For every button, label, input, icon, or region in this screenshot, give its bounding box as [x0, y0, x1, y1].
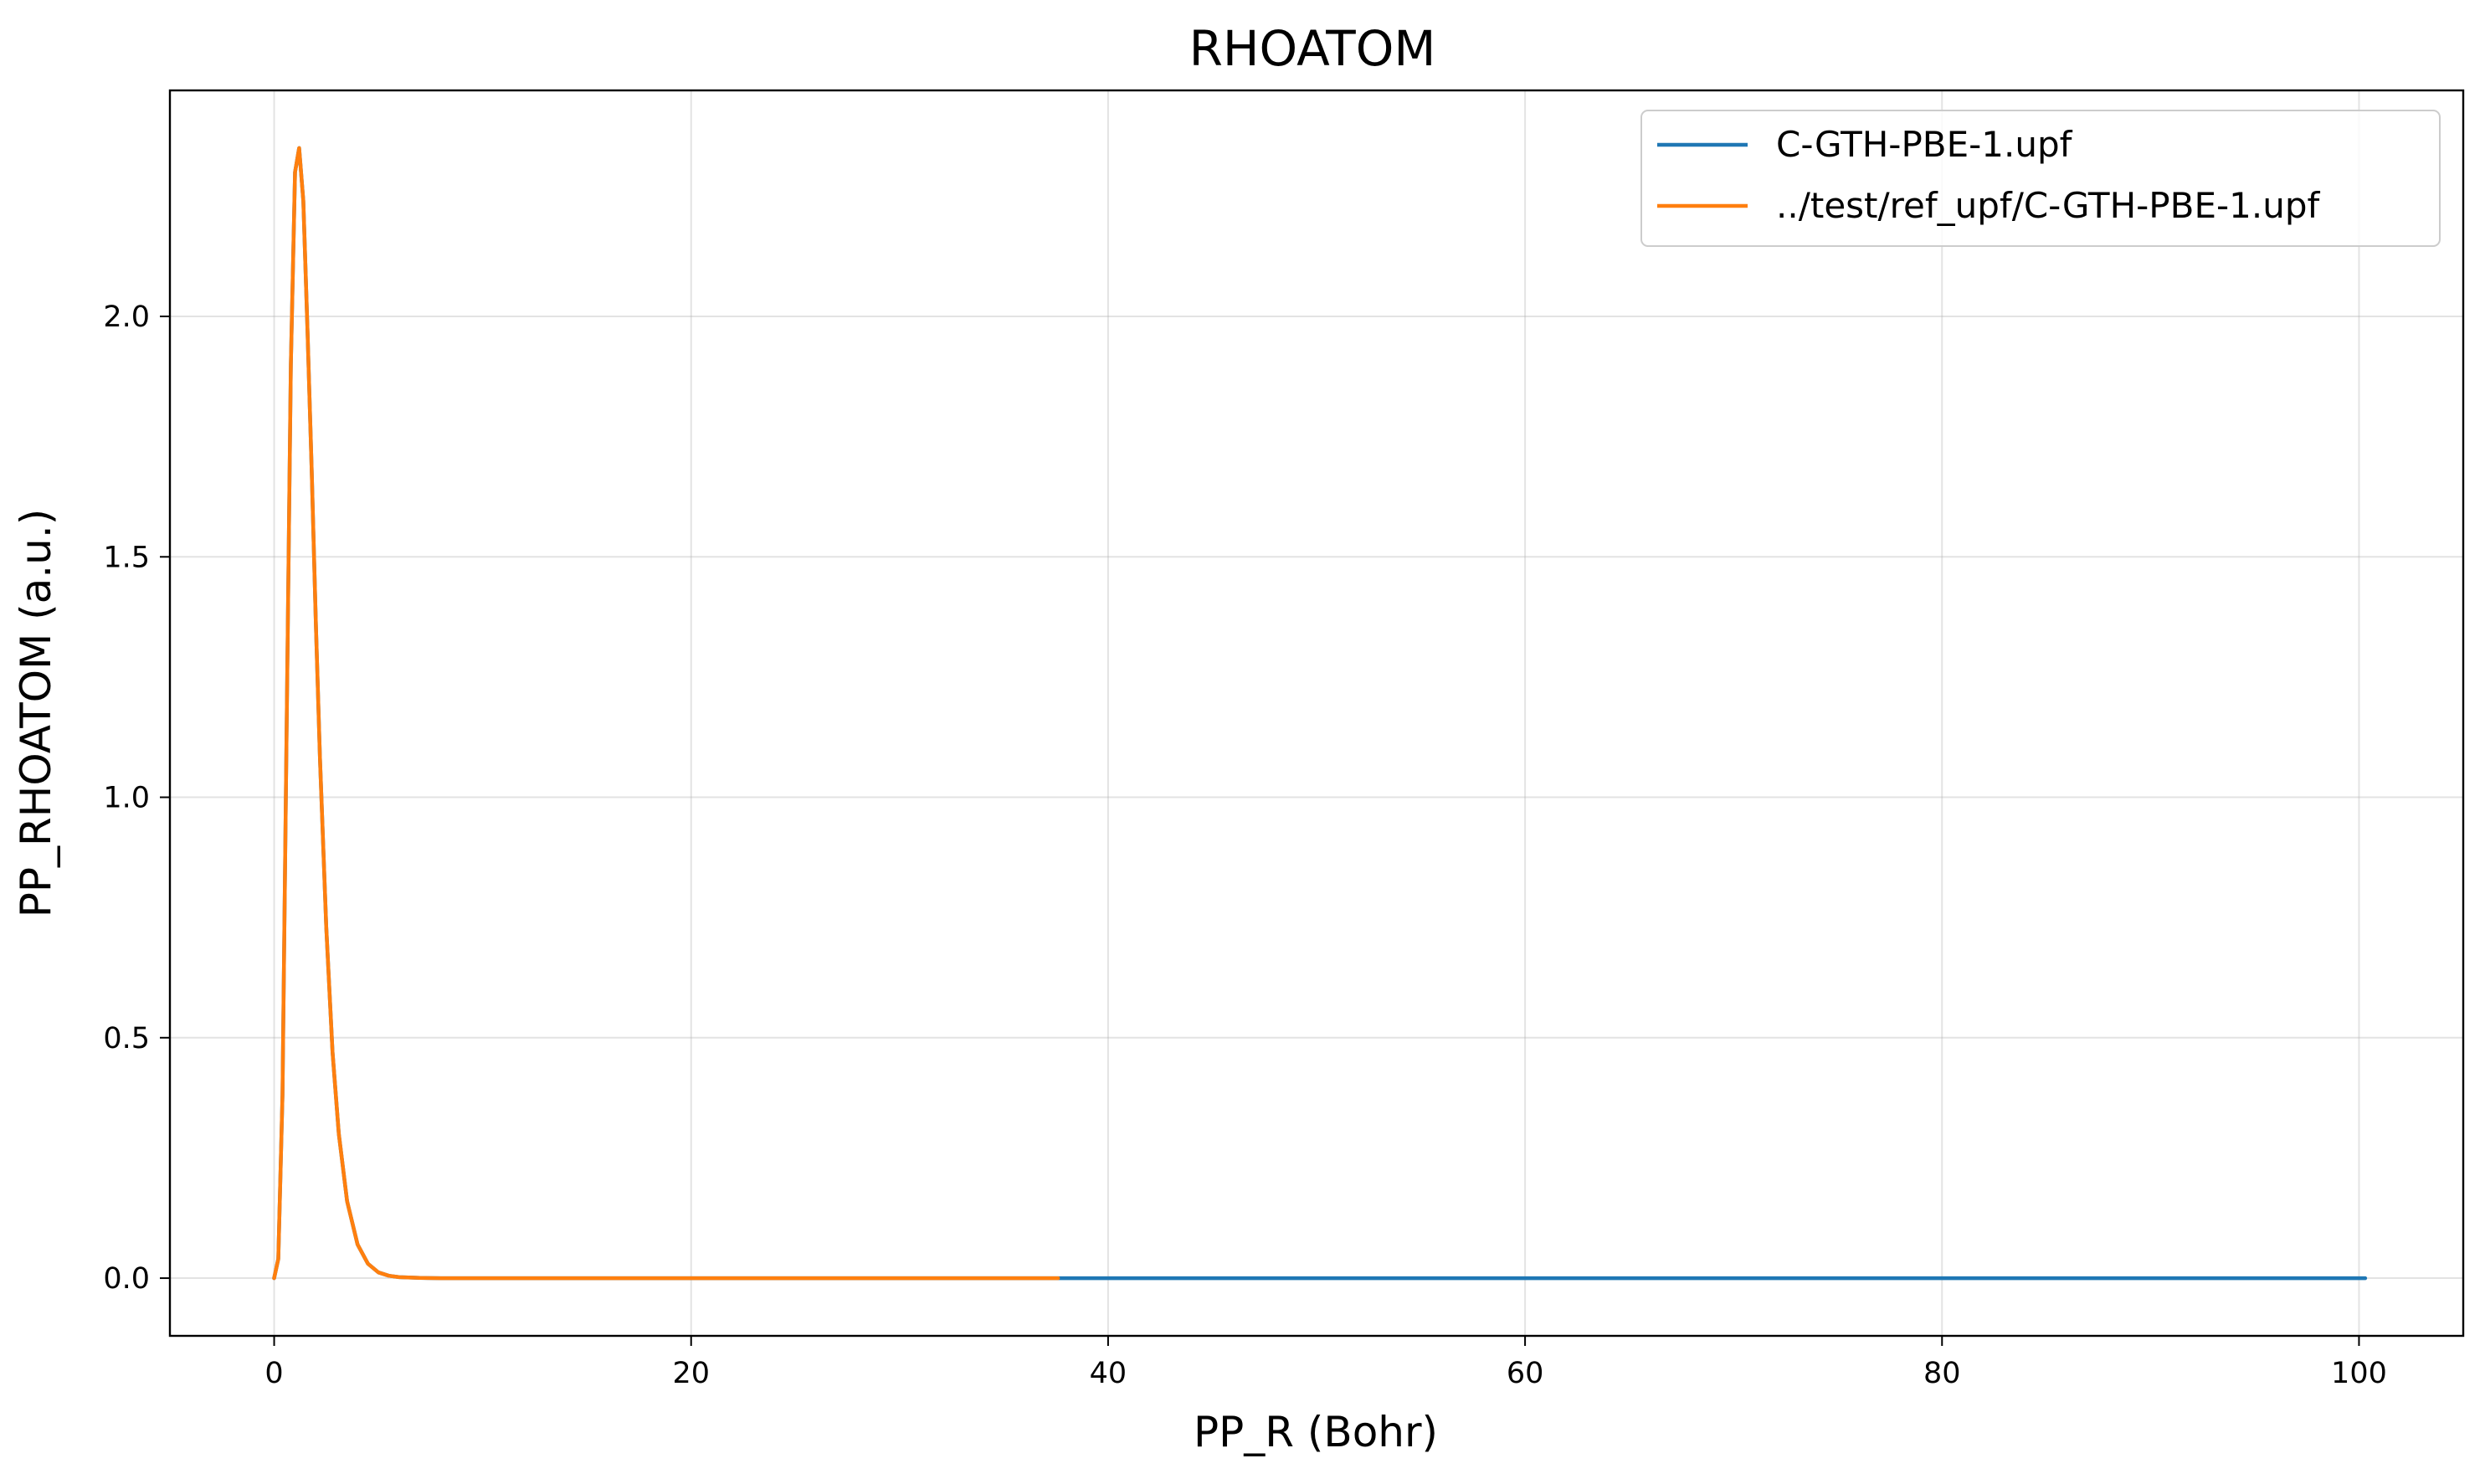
chart-title: RHOATOM	[1189, 20, 1436, 77]
series-line-1	[272, 146, 1060, 1281]
x-axis-label: PP_R (Bohr)	[1194, 1408, 1438, 1456]
legend-label-ref-upf: ../test/ref_upf/C-GTH-PBE-1.upf	[1776, 185, 2320, 226]
plot-area-frame	[168, 89, 2465, 1338]
y-tick-label: 1.0	[103, 782, 150, 815]
x-tick-label: 100	[2331, 1357, 2387, 1390]
x-tick-label: 40	[1090, 1357, 1127, 1390]
y-tick-label: 2.0	[103, 300, 150, 334]
x-tick-label: 0	[264, 1357, 283, 1390]
legend-label-c-gth-pbe-1: C-GTH-PBE-1.upf	[1776, 124, 2073, 165]
x-tick-label: 60	[1507, 1357, 1544, 1390]
legend: C-GTH-PBE-1.upf ../test/ref_upf/C-GTH-PB…	[1640, 110, 2441, 247]
x-axis-ticks: 0 20 40 60 80 100	[264, 1336, 2387, 1390]
x-tick-label: 80	[1923, 1357, 1961, 1390]
y-tick-label: 0.5	[103, 1022, 150, 1055]
legend-box	[1640, 110, 2441, 247]
y-tick-label: 1.5	[103, 541, 150, 574]
y-axis-ticks: 0.0 0.5 1.0 1.5 2.0	[103, 300, 170, 1296]
x-tick-label: 20	[672, 1357, 710, 1390]
y-tick-label: 0.0	[103, 1262, 150, 1296]
series-lines	[272, 146, 2368, 1281]
y-axis-label: PP_RHOATOM (a.u.)	[12, 509, 60, 918]
